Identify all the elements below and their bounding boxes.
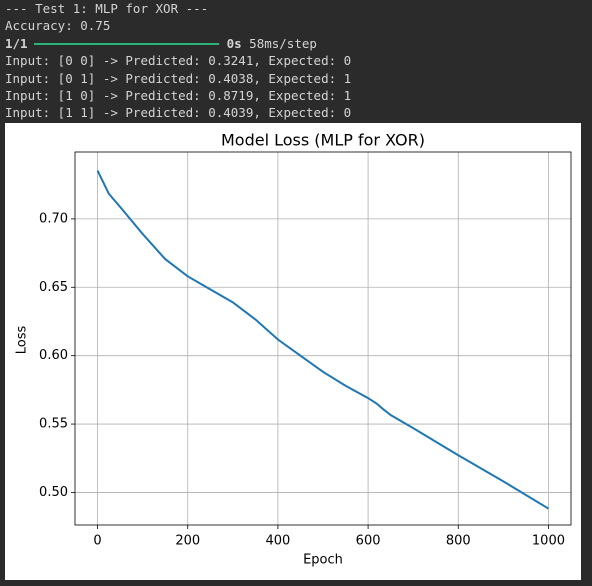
x-tick-label: 400 xyxy=(265,534,290,549)
y-tick-label: 0.70 xyxy=(39,211,68,226)
x-tick-label: 600 xyxy=(356,534,381,549)
chart: Model Loss (MLP for XOR) Epoch Loss 0 200… xyxy=(5,123,581,580)
x-tick-label: 800 xyxy=(446,534,471,549)
y-tick-label: 0.65 xyxy=(39,280,68,295)
x-tick-label: 1000 xyxy=(532,534,565,549)
chart-title: Model Loss (MLP for XOR) xyxy=(221,131,425,150)
console-output: --- Test 1: MLP for XOR --- Accuracy: 0.7… xyxy=(5,0,351,122)
x-tick-label: 0 xyxy=(93,534,101,549)
y-tick-label: 0.60 xyxy=(39,348,68,363)
console-line: Input: [1 1] -> Predicted: 0.4039, Expec… xyxy=(5,105,352,121)
progress-count: 1/1 xyxy=(5,35,28,51)
console-line: Input: [0 1] -> Predicted: 0.4038, Expec… xyxy=(5,70,352,86)
y-tick-label: 0.50 xyxy=(39,485,68,500)
console-line: Input: [0 0] -> Predicted: 0.3241, Expec… xyxy=(5,53,352,69)
x-axis-label: Epoch xyxy=(303,553,343,568)
x-tick-label: 200 xyxy=(175,534,200,549)
progress-rate: 58ms/step xyxy=(249,35,317,51)
y-tick-label: 0.55 xyxy=(39,417,68,432)
console-line: Accuracy: 0.75 xyxy=(5,18,111,34)
progress-line: 1/1 0s 58ms/step xyxy=(5,35,351,52)
console-line: Input: [1 0] -> Predicted: 0.8719, Expec… xyxy=(5,88,352,104)
progress-bar xyxy=(33,43,219,46)
y-axis-label: Loss xyxy=(15,326,30,355)
plot-frame xyxy=(74,151,572,526)
console-line: --- Test 1: MLP for XOR --- xyxy=(5,1,209,16)
loss-line xyxy=(96,170,549,510)
progress-time: 0s xyxy=(226,35,242,51)
